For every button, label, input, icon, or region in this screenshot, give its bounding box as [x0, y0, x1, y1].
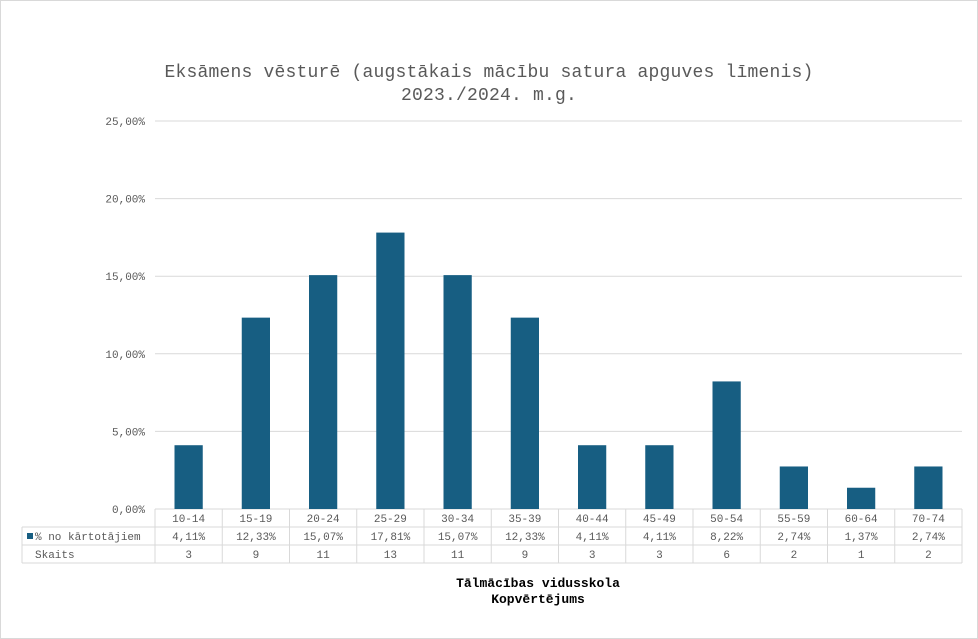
table-cell: 3 [656, 550, 663, 562]
bar [510, 317, 539, 509]
y-tick-label: 20,00% [105, 195, 145, 207]
data-label: 2,74% [912, 532, 945, 544]
bar [578, 445, 607, 509]
x-tick-label: 20-24 [307, 514, 340, 526]
x-tick-label: 60-64 [845, 514, 878, 526]
bar [712, 381, 741, 509]
table-cell: 2 [791, 550, 798, 562]
data-label: 17,81% [371, 532, 411, 544]
x-axis-title-line-1: Tālmācības vidusskola [456, 576, 620, 591]
table-cell: 6 [723, 550, 730, 562]
data-label: 1,37% [845, 532, 878, 544]
data-label: 8,22% [710, 532, 743, 544]
legend-label: % no kārtotājiem [35, 532, 141, 544]
data-label: 15,07% [438, 532, 478, 544]
table-cell: 11 [317, 550, 331, 562]
table-cell: 11 [451, 550, 465, 562]
x-tick-label: 50-54 [710, 514, 743, 526]
x-axis-title-line-2: Kopvērtējums [491, 592, 585, 607]
table-cell: 3 [185, 550, 192, 562]
table-cell: 9 [253, 550, 260, 562]
bar [443, 275, 472, 509]
table-cell: 13 [384, 550, 397, 562]
bar [645, 445, 674, 509]
x-tick-label: 40-44 [576, 514, 609, 526]
data-label: 12,33% [505, 532, 545, 544]
y-tick-label: 0,00% [112, 505, 145, 517]
legend-key [27, 533, 33, 539]
data-label: 4,11% [643, 532, 676, 544]
bar [847, 487, 876, 509]
table-cell: 2 [925, 550, 932, 562]
bar [174, 445, 203, 509]
x-tick-label: 10-14 [172, 514, 205, 526]
table-row-label: Skaits [35, 550, 75, 562]
table-cell: 1 [858, 550, 865, 562]
table-cell: 9 [522, 550, 529, 562]
x-tick-label: 70-74 [912, 514, 945, 526]
chart-title: Eksāmens vēsturē (augstākais mācību satu… [164, 63, 814, 83]
chart-subtitle: 2023./2024. m.g. [400, 86, 578, 106]
bar [241, 317, 270, 509]
data-label: 4,11% [172, 532, 205, 544]
y-tick-label: 15,00% [105, 272, 145, 284]
table-cell: 3 [589, 550, 596, 562]
data-label: 2,74% [777, 532, 810, 544]
y-tick-label: 5,00% [112, 427, 145, 439]
y-tick-label: 25,00% [105, 117, 145, 129]
y-tick-label: 10,00% [105, 350, 145, 362]
x-tick-label: 25-29 [374, 514, 407, 526]
bar [376, 232, 405, 509]
x-tick-label: 55-59 [777, 514, 810, 526]
x-tick-label: 30-34 [441, 514, 474, 526]
data-label: 15,07% [303, 532, 343, 544]
bar [309, 275, 338, 509]
x-tick-label: 15-19 [239, 514, 272, 526]
x-tick-label: 45-49 [643, 514, 676, 526]
bar [914, 466, 943, 509]
x-tick-label: 35-39 [508, 514, 541, 526]
bar [779, 466, 808, 509]
data-label: 12,33% [236, 532, 276, 544]
data-label: 4,11% [576, 532, 609, 544]
